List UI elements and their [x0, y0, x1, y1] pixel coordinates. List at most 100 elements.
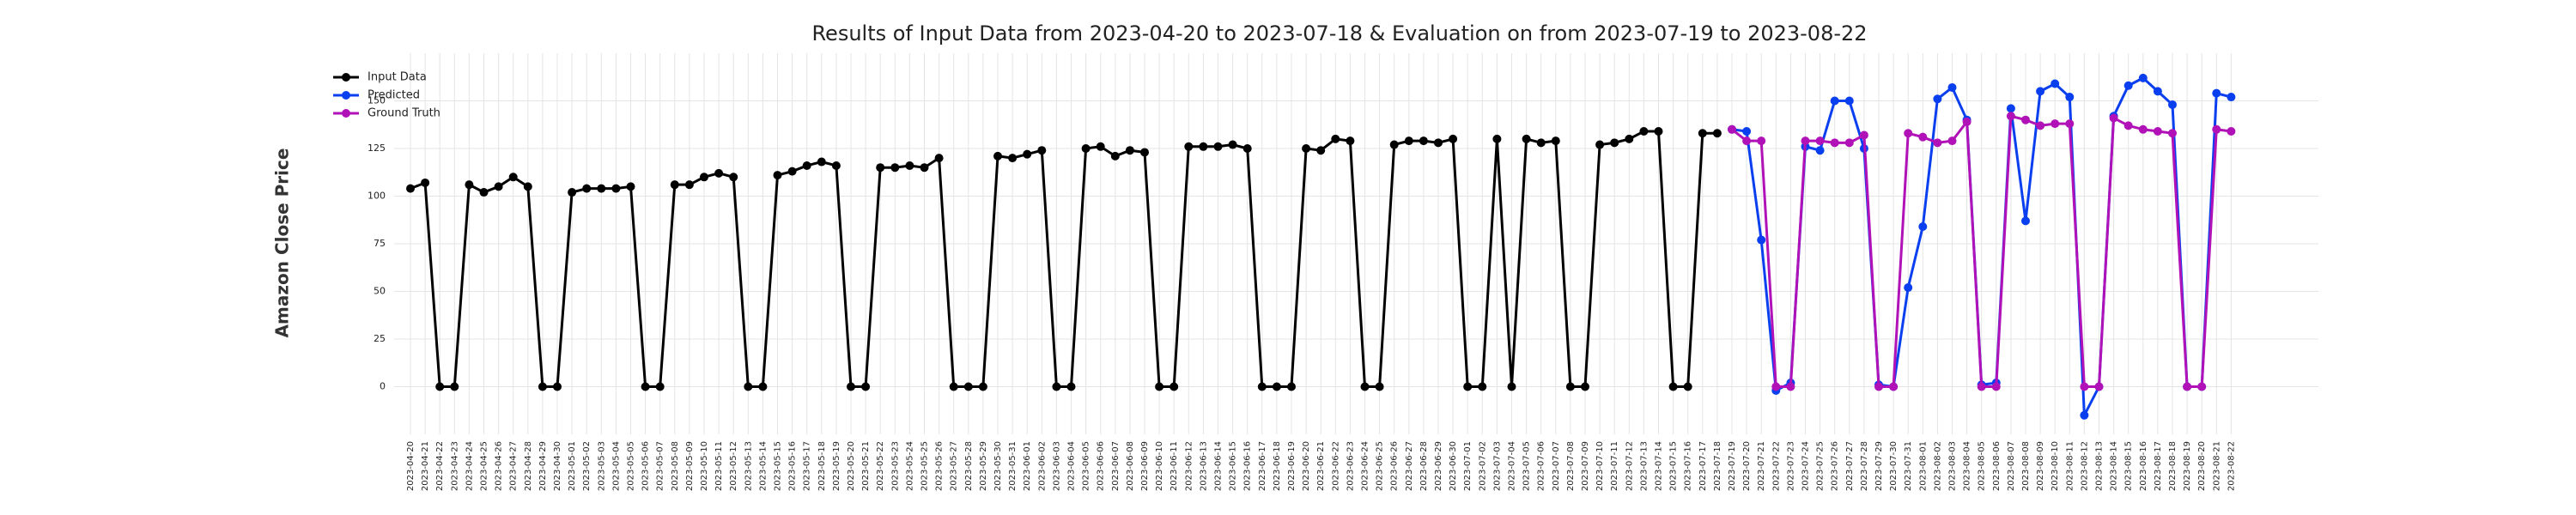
x-tick-label: 2023-07-09: [1581, 441, 1590, 491]
y-tick-label: 75: [374, 238, 386, 249]
point: [465, 180, 474, 190]
x-tick-label: 2023-05-31: [1008, 441, 1018, 491]
point: [1595, 140, 1605, 149]
legend-label: Ground Truth: [368, 107, 440, 120]
x-tick-label: 2023-06-21: [1316, 441, 1326, 491]
point: [1110, 151, 1120, 161]
x-tick-label: 2023-07-31: [1904, 441, 1913, 491]
point: [1331, 134, 1340, 143]
point: [714, 168, 724, 178]
point: [1904, 129, 1913, 138]
x-tick-label: 2023-05-24: [905, 441, 914, 491]
x-tick-label: 2023-06-16: [1243, 441, 1253, 491]
point: [934, 154, 944, 163]
x-tick-label: 2023-07-10: [1595, 441, 1605, 491]
point: [1434, 138, 1443, 148]
x-tick-label: 2023-08-11: [2065, 441, 2075, 491]
point: [1933, 94, 1942, 104]
x-tick-label: 2023-06-18: [1273, 441, 1282, 491]
point: [2036, 87, 2045, 96]
point: [1170, 382, 1179, 391]
x-tick-label: 2023-08-03: [1948, 441, 1958, 491]
x-tick-label: 2023-04-21: [421, 441, 430, 491]
x-tick-label: 2023-04-26: [495, 441, 504, 491]
x-tick-label: 2023-05-04: [611, 441, 621, 491]
x-tick-label: 2023-05-19: [832, 441, 841, 491]
point: [1859, 130, 1868, 140]
point: [1565, 382, 1575, 391]
point: [1360, 382, 1370, 391]
x-tick-label: 2023-06-15: [1229, 441, 1238, 491]
x-tick-label: 2023-06-25: [1376, 441, 1385, 491]
point: [2168, 100, 2177, 109]
x-tick-label: 2023-08-10: [2050, 441, 2060, 491]
x-tick-label: 2023-07-04: [1508, 441, 1517, 491]
point: [1947, 82, 1957, 92]
point: [1037, 146, 1047, 155]
point: [2080, 410, 2089, 420]
point: [2021, 115, 2030, 124]
x-tick-label: 2023-06-07: [1111, 441, 1121, 491]
point: [494, 182, 503, 191]
point: [435, 382, 445, 391]
x-tick-label: 2023-08-04: [1963, 441, 1972, 491]
x-tick-label: 2023-04-28: [524, 441, 533, 491]
x-tick-label: 2023-06-08: [1126, 441, 1135, 491]
point: [1668, 382, 1678, 391]
point: [2227, 127, 2236, 136]
x-tick-label: 2023-06-23: [1346, 441, 1355, 491]
point: [1404, 136, 1413, 146]
x-tick-label: 2023-07-02: [1478, 441, 1487, 491]
point: [1346, 136, 1355, 146]
x-tick-label: 2023-08-19: [2183, 441, 2192, 491]
point: [406, 184, 415, 193]
point: [2080, 382, 2089, 391]
x-tick-label: 2023-05-06: [641, 441, 651, 491]
x-tick-label: 2023-07-23: [1786, 441, 1795, 491]
point: [2212, 124, 2221, 134]
point: [1140, 148, 1149, 157]
x-tick-label: 2023-06-22: [1331, 441, 1340, 491]
x-tick-label: 2023-06-10: [1155, 441, 1164, 491]
x-tick-label: 2023-07-03: [1492, 441, 1502, 491]
point: [553, 382, 562, 391]
point: [2153, 127, 2162, 136]
x-tick-label: 2023-08-21: [2212, 441, 2221, 491]
x-tick-label: 2023-05-22: [876, 441, 885, 491]
x-tick-label: 2023-04-22: [435, 441, 445, 491]
point: [1125, 146, 1134, 155]
y-tick-label: 50: [374, 286, 386, 297]
x-tick-label: 2023-05-07: [656, 441, 665, 491]
x-tick-label: 2023-07-27: [1845, 441, 1855, 491]
point: [641, 382, 650, 391]
x-tick-label: 2023-06-19: [1287, 441, 1297, 491]
x-tick-label: 2023-08-17: [2154, 441, 2163, 491]
point: [1581, 382, 1589, 391]
x-tick-label: 2023-05-08: [671, 441, 680, 491]
x-tick-label: 2023-04-29: [538, 441, 548, 491]
legend-marker: [342, 91, 350, 100]
point: [1492, 134, 1502, 143]
point: [450, 382, 459, 391]
point: [2212, 88, 2221, 98]
y-tick-label: 0: [380, 381, 386, 392]
point: [920, 163, 929, 173]
point: [523, 182, 532, 191]
point: [2183, 382, 2192, 391]
point: [1375, 382, 1384, 391]
point: [1830, 96, 1839, 106]
legend-marker: [342, 109, 350, 118]
y-tick-label: 25: [374, 333, 386, 344]
x-tick-label: 2023-07-19: [1728, 441, 1737, 491]
point: [1742, 136, 1752, 146]
point: [479, 188, 489, 197]
x-tick-label: 2023-07-15: [1669, 441, 1679, 491]
point: [1008, 154, 1018, 163]
point: [2006, 112, 2015, 121]
x-tick-label: 2023-05-12: [729, 441, 738, 491]
x-tick-label: 2023-05-16: [788, 441, 798, 491]
point: [582, 184, 592, 193]
point: [861, 382, 871, 391]
x-tick-label: 2023-08-07: [2007, 441, 2016, 491]
x-tick-label: 2023-08-08: [2021, 441, 2031, 491]
